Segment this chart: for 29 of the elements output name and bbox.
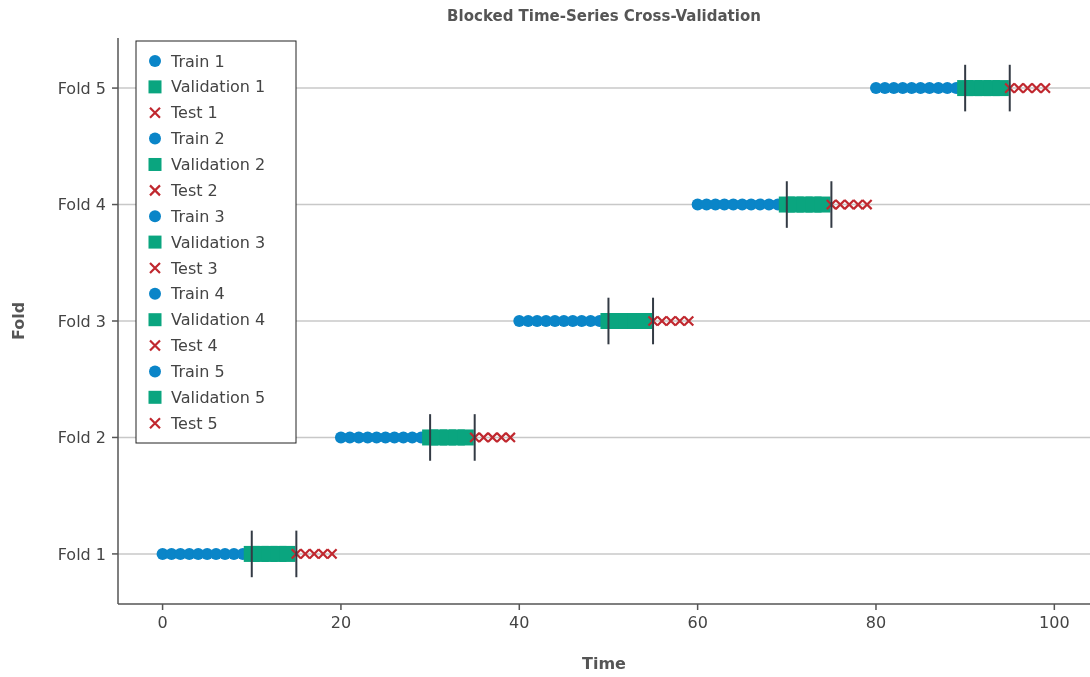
legend-label: Validation 4 bbox=[171, 310, 266, 330]
y-tick-label: Fold 3 bbox=[57, 311, 106, 331]
legend-label: Train 3 bbox=[170, 206, 225, 226]
x-tick-label: 40 bbox=[509, 613, 530, 632]
legend-label: Train 4 bbox=[170, 284, 225, 304]
chart-title: Blocked Time-Series Cross-Validation bbox=[447, 7, 761, 25]
x-tick-label: 100 bbox=[1039, 613, 1070, 632]
legend-label: Train 2 bbox=[170, 129, 225, 149]
legend-label: Test 2 bbox=[170, 180, 218, 200]
legend-label: Test 5 bbox=[170, 413, 218, 433]
legend-label: Train 5 bbox=[170, 362, 225, 382]
legend-label: Validation 3 bbox=[171, 232, 266, 252]
x-axis-title: Time bbox=[582, 654, 627, 673]
legend-label: Test 1 bbox=[170, 103, 218, 123]
legend-label: Test 3 bbox=[170, 258, 218, 278]
legend-label: Validation 5 bbox=[171, 387, 266, 407]
legend-label: Test 4 bbox=[170, 336, 218, 356]
x-tick-label: 60 bbox=[687, 613, 708, 632]
y-tick-label: Fold 1 bbox=[57, 544, 106, 564]
x-tick-label: 0 bbox=[157, 613, 168, 632]
legend-label: Validation 1 bbox=[171, 77, 266, 97]
y-axis-title: Fold bbox=[9, 301, 28, 341]
y-tick-label: Fold 4 bbox=[57, 195, 106, 215]
legend-label: Train 1 bbox=[170, 51, 225, 71]
legend-label: Validation 2 bbox=[171, 155, 266, 175]
x-tick-label: 20 bbox=[330, 613, 352, 632]
x-tick-label: 80 bbox=[865, 613, 887, 632]
y-tick-label: Fold 5 bbox=[57, 78, 106, 98]
y-tick-label: Fold 2 bbox=[57, 428, 106, 448]
